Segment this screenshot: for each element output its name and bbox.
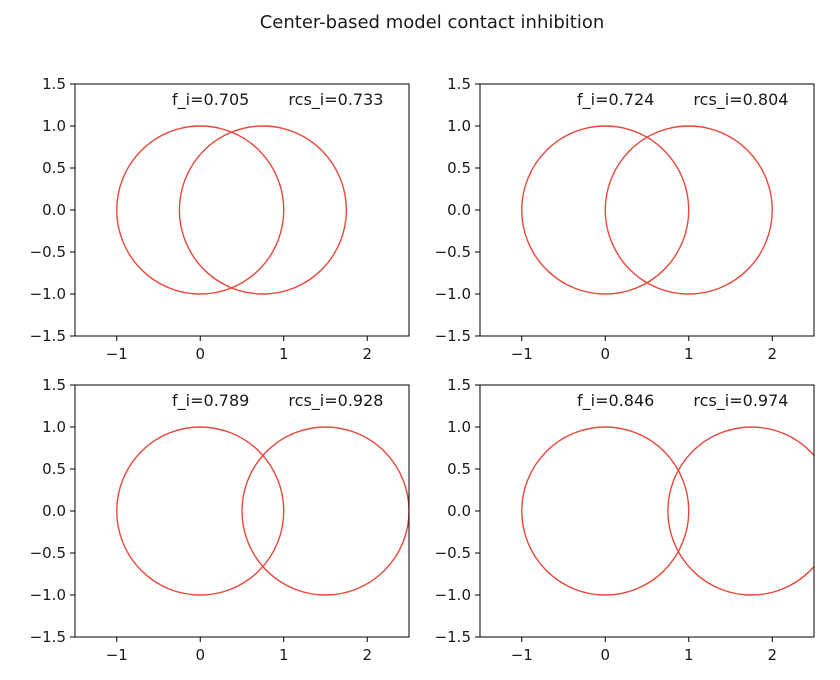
rcs-i-annotation: rcs_i=0.928 [288, 391, 383, 411]
x-tick-label: −1 [106, 646, 128, 664]
y-tick-label: −0.5 [435, 243, 471, 261]
y-tick-label: −0.5 [435, 544, 471, 562]
y-tick-label: 1.0 [42, 117, 66, 135]
circle-1 [521, 125, 690, 295]
circle-1 [116, 426, 285, 596]
circle-1 [116, 125, 285, 295]
y-tick-label: 0.5 [447, 159, 471, 177]
x-tick-label: 0 [600, 345, 610, 363]
y-tick-label: −1.0 [435, 285, 471, 303]
x-tick-label: 2 [767, 345, 777, 363]
y-tick-label: 1.0 [42, 418, 66, 436]
y-tick-label: −1.0 [30, 285, 66, 303]
f-i-annotation: f_i=0.705 [172, 90, 249, 110]
circle-2 [241, 426, 409, 596]
subplot-2: −1 0 1 2 1.5 1.0 0.5 0.0 −0.5 −1.0 −1.5 f_i=0.724 rc… [435, 75, 815, 363]
x-tick-label: 0 [195, 646, 205, 664]
f-i-annotation: f_i=0.846 [577, 391, 654, 411]
y-tick-label: 1.5 [447, 75, 471, 93]
y-tick-label: 1.5 [42, 376, 66, 394]
y-tick-label: −1.5 [435, 628, 471, 646]
y-tick-label: 0.0 [447, 502, 471, 520]
subplot-4: −1 0 1 2 1.5 1.0 0.5 0.0 −0.5 −1.0 −1.5 f_i=0.846 rc… [435, 376, 815, 664]
y-tick-label: 1.5 [447, 376, 471, 394]
x-tick-label: 1 [684, 345, 694, 363]
y-tick-label: −0.5 [30, 544, 66, 562]
y-tick-label: 0.0 [42, 502, 66, 520]
circle-2 [178, 125, 348, 295]
y-tick-label: −1.0 [30, 586, 66, 604]
y-tick-label: 0.0 [42, 201, 66, 219]
y-tick-label: −1.5 [435, 327, 471, 345]
axes-frame [479, 384, 815, 638]
rcs-i-annotation: rcs_i=0.804 [693, 90, 788, 110]
figure-title: Center-based model contact inhibition [260, 12, 605, 33]
y-tick-label: 1.0 [447, 418, 471, 436]
x-tick-label: 1 [684, 646, 694, 664]
subplot-3: −1 0 1 2 1.5 1.0 0.5 0.0 −0.5 −1.0 −1.5 f_i=0.789 rc… [30, 376, 410, 664]
rcs-i-annotation: rcs_i=0.974 [693, 391, 788, 411]
x-tick-label: 0 [600, 646, 610, 664]
y-tick-label: −0.5 [30, 243, 66, 261]
subplot-1: −1 0 1 2 1.5 1.0 0.5 0.0 −0.5 −1.0 −1.5 f_i=0.705 rc… [30, 75, 410, 363]
y-tick-label: −1.5 [30, 628, 66, 646]
x-tick-label: 1 [279, 345, 289, 363]
circle-2 [667, 426, 814, 596]
axes-frame [479, 83, 815, 337]
x-tick-label: 0 [195, 345, 205, 363]
x-tick-label: −1 [511, 646, 533, 664]
y-tick-label: 0.5 [42, 159, 66, 177]
axes-frame [74, 83, 410, 337]
y-tick-label: −1.0 [435, 586, 471, 604]
y-tick-label: 1.0 [447, 117, 471, 135]
x-tick-label: −1 [511, 345, 533, 363]
x-tick-label: 2 [362, 646, 372, 664]
x-tick-label: −1 [106, 345, 128, 363]
f-i-annotation: f_i=0.789 [172, 391, 249, 411]
circle-1 [521, 426, 690, 596]
y-tick-label: 1.5 [42, 75, 66, 93]
rcs-i-annotation: rcs_i=0.733 [288, 90, 383, 110]
y-tick-label: 0.0 [447, 201, 471, 219]
f-i-annotation: f_i=0.724 [577, 90, 654, 110]
y-tick-label: 0.5 [42, 460, 66, 478]
y-tick-label: 0.5 [447, 460, 471, 478]
circle-2 [604, 125, 773, 295]
x-tick-label: 2 [767, 646, 777, 664]
x-tick-label: 1 [279, 646, 289, 664]
y-tick-label: −1.5 [30, 327, 66, 345]
x-tick-label: 2 [362, 345, 372, 363]
